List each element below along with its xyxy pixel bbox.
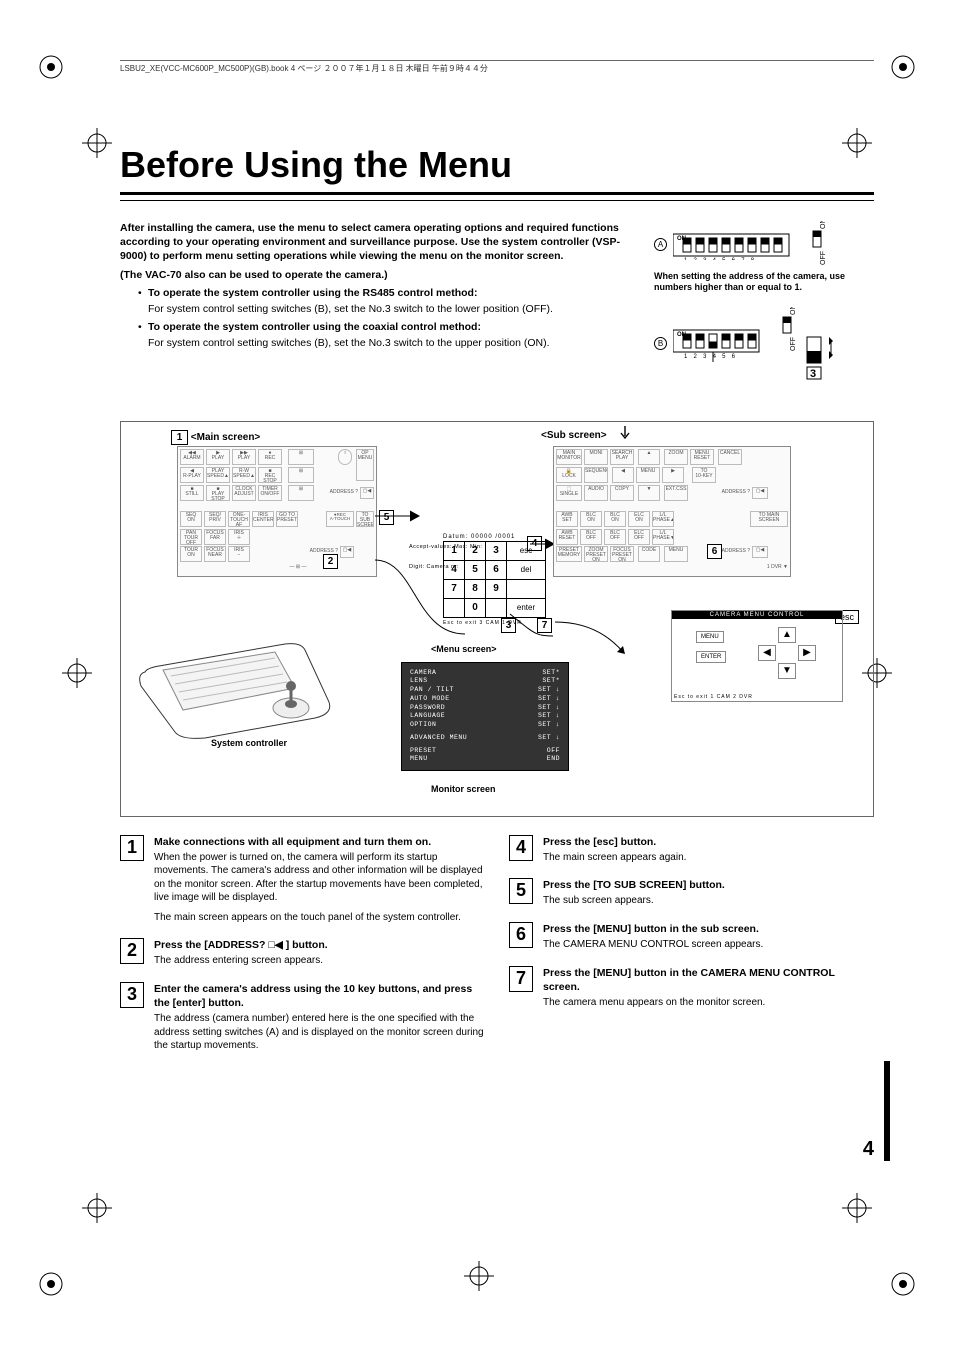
svg-text:ON: ON [820,221,827,229]
main-screen-panel: ◀◀ALARM ▶PLAY ▶▶PLAY ●REC ⊞ i OPMENU ◀R-… [177,446,377,548]
step-number: 2 [120,938,144,964]
print-header-meta: LSBU2_XE(VCC-MC600P_MC500P)(GB).book 4 ペ… [120,60,874,74]
dip-label-b: B [654,337,667,350]
step-number: 4 [509,835,533,861]
dip-label-a: A [654,238,667,251]
step-heading: Press the [MENU] button in the CAMERA ME… [543,966,874,994]
step-text: The camera menu appears on the monitor s… [543,996,874,1010]
step-heading: Make connections with all equipment and … [154,835,485,849]
dip-switch-b-icon: ON 123456 [673,324,773,364]
step-text: The sub screen appears. [543,894,874,908]
monitor-screen-caption: Monitor screen [431,784,496,794]
svg-text:12345678: 12345678 [684,258,760,260]
bullet-body: For system control setting switches (B),… [148,336,634,350]
registration-mark-icon [62,658,92,688]
arrow-down-icon [619,426,631,442]
arrow-down-icon: ▼ [778,663,796,679]
svg-text:OFF: OFF [790,337,797,351]
step-text: The CAMERA MENU CONTROL screen appears. [543,938,874,952]
step-text: The address entering screen appears. [154,954,485,968]
camera-menu-control-panel: CAMERA MENU CONTROL MENU ENTER ▲ ◀ ▶ ▼ E… [671,610,843,702]
arrow-up-icon: ▲ [778,627,796,643]
callout-2: 2 [323,554,338,569]
dip-note: When setting the address of the camera, … [654,271,874,293]
step-text: When the power is turned on, the camera … [154,851,485,905]
page-number: 4 [863,1138,874,1161]
bullet-heading: To operate the system controller using t… [148,286,634,300]
title-rule [120,192,874,201]
step-number: 5 [509,878,533,904]
step-number: 7 [509,966,533,992]
svg-text:OFF: OFF [820,251,827,265]
bullet-icon: • [138,320,148,334]
step-text: The main screen appears again. [543,851,874,865]
step-number: 1 [120,835,144,861]
arrow-left-icon: ◀ [758,645,776,661]
on-off-arrow-icon: ON OFF [809,221,827,267]
step-heading: Press the [ADDRESS? □◀ ] button. [154,938,485,952]
main-screen-panel-lower: TOURON FOCUSNEAR IRIS− ADDRESS ? ▢◀ — ⊞ … [177,546,377,577]
page-side-bar [884,1061,890,1161]
keypad-side-meta: Accept-values: Max: Min: Digit: Camera n… [409,544,482,571]
step-text: The main screen appears on the touch pan… [154,911,485,925]
sub-screen-label: <Sub screen> [541,430,607,441]
registration-mark-icon [842,1193,872,1223]
crop-mark-icon [38,54,64,80]
main-screen-label: 1 <Main screen> [171,430,260,445]
bullet-icon: • [138,286,148,300]
dip-switch-a-icon: ON 12345678 [673,228,803,260]
registration-mark-icon [82,128,112,158]
system-diagram: 1 <Main screen> <Sub screen> ◀◀ALARM ▶PL… [120,421,874,817]
crop-mark-icon [890,54,916,80]
registration-mark-icon [842,128,872,158]
curved-arrow-icon [551,618,631,658]
monitor-menu-screen: CAMERASET* LENSSET* PAN / TILTSET ↓ AUTO… [401,662,569,772]
svg-text:3: 3 [810,368,816,380]
system-controller-caption: System controller [211,738,287,748]
registration-mark-icon [464,1261,494,1291]
system-controller-icon [135,602,335,742]
crop-mark-icon [890,1271,916,1297]
step-heading: Press the [MENU] button in the sub scree… [543,922,874,936]
intro-note: (The VAC-70 also can be used to operate … [120,268,634,282]
page-title: Before Using the Menu [120,144,874,186]
bullet-heading: To operate the system controller using t… [148,320,634,334]
step-heading: Press the [esc] button. [543,835,874,849]
arrow-right-icon: ▶ [798,645,816,661]
switch-3-callout-icon: ON OFF 3 [779,307,835,381]
step-number: 6 [509,922,533,948]
step-heading: Enter the camera's address using the 10 … [154,982,485,1010]
menu-screen-label: <Menu screen> [431,644,497,654]
registration-mark-icon [82,1193,112,1223]
sub-screen-panel: MAINMONITOR MONI SEARCHPLAY ▲ ZOOM MENUR… [553,446,791,548]
svg-text:ON: ON [790,307,797,315]
sub-screen-panel-lower: PRESETMEMORY ZOOMPRESETON FOCUSPRESETON … [553,546,791,577]
crop-mark-icon [38,1271,64,1297]
step-number: 3 [120,982,144,1008]
bullet-body: For system control setting switches (B),… [148,302,634,316]
callout-6: 6 [707,544,722,559]
intro-paragraph: After installing the camera, use the men… [120,221,634,264]
step-heading: Press the [TO SUB SCREEN] button. [543,878,874,892]
step-text: The address (camera number) entered here… [154,1012,485,1053]
